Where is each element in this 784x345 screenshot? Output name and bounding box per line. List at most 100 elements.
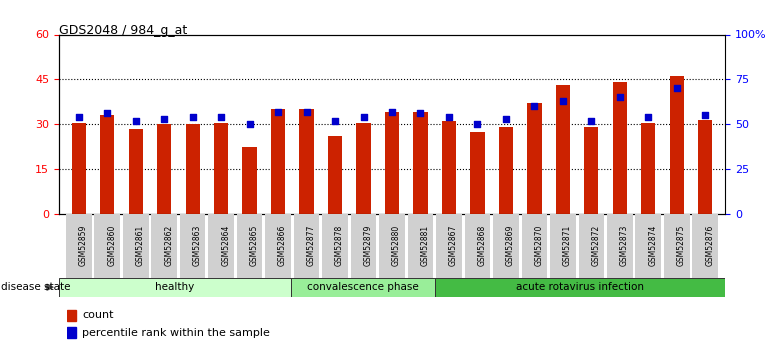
Bar <box>357 123 371 214</box>
Text: GSM52864: GSM52864 <box>221 225 230 266</box>
FancyBboxPatch shape <box>465 214 490 278</box>
Text: GSM52871: GSM52871 <box>563 225 572 266</box>
Text: GSM52862: GSM52862 <box>164 225 173 266</box>
Bar <box>698 120 713 214</box>
Text: GSM52873: GSM52873 <box>620 225 629 266</box>
Text: GSM52875: GSM52875 <box>677 225 686 266</box>
FancyBboxPatch shape <box>294 214 319 278</box>
FancyBboxPatch shape <box>94 214 120 278</box>
Point <box>101 111 114 116</box>
Text: GSM52877: GSM52877 <box>307 225 316 266</box>
FancyBboxPatch shape <box>151 214 177 278</box>
Point <box>72 114 85 120</box>
Text: GDS2048 / 984_g_at: GDS2048 / 984_g_at <box>59 24 187 37</box>
FancyBboxPatch shape <box>436 214 462 278</box>
Text: GSM52861: GSM52861 <box>136 225 145 266</box>
Text: GSM52874: GSM52874 <box>648 225 657 266</box>
Text: GSM52870: GSM52870 <box>535 225 543 266</box>
FancyBboxPatch shape <box>579 214 604 278</box>
Bar <box>499 127 513 214</box>
Text: GSM52860: GSM52860 <box>107 225 116 266</box>
FancyBboxPatch shape <box>379 214 405 278</box>
FancyBboxPatch shape <box>664 214 690 278</box>
Bar <box>271 109 285 214</box>
Point <box>243 121 256 127</box>
Text: percentile rank within the sample: percentile rank within the sample <box>82 328 270 337</box>
FancyBboxPatch shape <box>408 214 434 278</box>
Point <box>557 98 569 104</box>
Text: GSM52880: GSM52880 <box>392 225 401 266</box>
FancyBboxPatch shape <box>636 214 661 278</box>
Text: GSM52879: GSM52879 <box>364 225 372 266</box>
Bar <box>129 129 143 214</box>
Bar <box>413 112 427 214</box>
Bar <box>242 147 256 214</box>
Text: GSM52881: GSM52881 <box>420 225 430 266</box>
FancyBboxPatch shape <box>66 214 92 278</box>
Text: GSM52878: GSM52878 <box>335 225 344 266</box>
Point <box>670 86 683 91</box>
Bar <box>100 115 114 214</box>
FancyBboxPatch shape <box>550 214 575 278</box>
Bar <box>291 278 435 297</box>
Point <box>499 116 512 121</box>
Text: GSM52859: GSM52859 <box>78 225 88 266</box>
Point <box>158 116 170 121</box>
Text: healthy: healthy <box>155 282 194 292</box>
Bar <box>328 136 342 214</box>
Bar <box>556 85 570 214</box>
Bar <box>528 103 542 214</box>
FancyBboxPatch shape <box>322 214 348 278</box>
Bar <box>470 132 485 214</box>
Point <box>272 109 285 115</box>
Bar <box>641 123 655 214</box>
Bar <box>385 112 399 214</box>
FancyBboxPatch shape <box>493 214 519 278</box>
FancyBboxPatch shape <box>265 214 291 278</box>
Point <box>300 109 313 115</box>
Text: GSM52876: GSM52876 <box>706 225 714 266</box>
Bar <box>613 82 627 214</box>
Point <box>386 109 398 115</box>
FancyBboxPatch shape <box>237 214 263 278</box>
Bar <box>435 278 725 297</box>
Bar <box>71 123 86 214</box>
Text: GSM52865: GSM52865 <box>249 225 259 266</box>
FancyBboxPatch shape <box>692 214 718 278</box>
Point <box>414 111 426 116</box>
FancyBboxPatch shape <box>607 214 633 278</box>
Bar <box>67 310 76 321</box>
FancyBboxPatch shape <box>209 214 234 278</box>
Point <box>642 114 655 120</box>
Point <box>358 114 370 120</box>
FancyBboxPatch shape <box>521 214 547 278</box>
Bar <box>67 327 76 338</box>
Text: convalescence phase: convalescence phase <box>307 282 419 292</box>
Bar <box>186 124 200 214</box>
Point <box>215 114 227 120</box>
Bar <box>214 123 228 214</box>
Point <box>614 95 626 100</box>
Point <box>471 121 484 127</box>
Bar <box>670 76 684 214</box>
Text: GSM52866: GSM52866 <box>278 225 287 266</box>
Bar <box>299 109 314 214</box>
Point <box>585 118 597 124</box>
Text: GSM52869: GSM52869 <box>506 225 515 266</box>
Text: GSM52867: GSM52867 <box>449 225 458 266</box>
Point <box>328 118 341 124</box>
Bar <box>584 127 598 214</box>
Bar <box>59 278 291 297</box>
Text: acute rotavirus infection: acute rotavirus infection <box>517 282 644 292</box>
Point <box>699 112 712 118</box>
Text: count: count <box>82 310 114 320</box>
FancyBboxPatch shape <box>350 214 376 278</box>
Point <box>187 114 199 120</box>
Point <box>528 104 541 109</box>
Text: disease state: disease state <box>1 282 71 292</box>
Text: GSM52868: GSM52868 <box>477 225 486 266</box>
FancyBboxPatch shape <box>180 214 205 278</box>
Bar <box>442 121 456 214</box>
Text: GSM52863: GSM52863 <box>193 225 201 266</box>
Text: GSM52872: GSM52872 <box>591 225 601 266</box>
